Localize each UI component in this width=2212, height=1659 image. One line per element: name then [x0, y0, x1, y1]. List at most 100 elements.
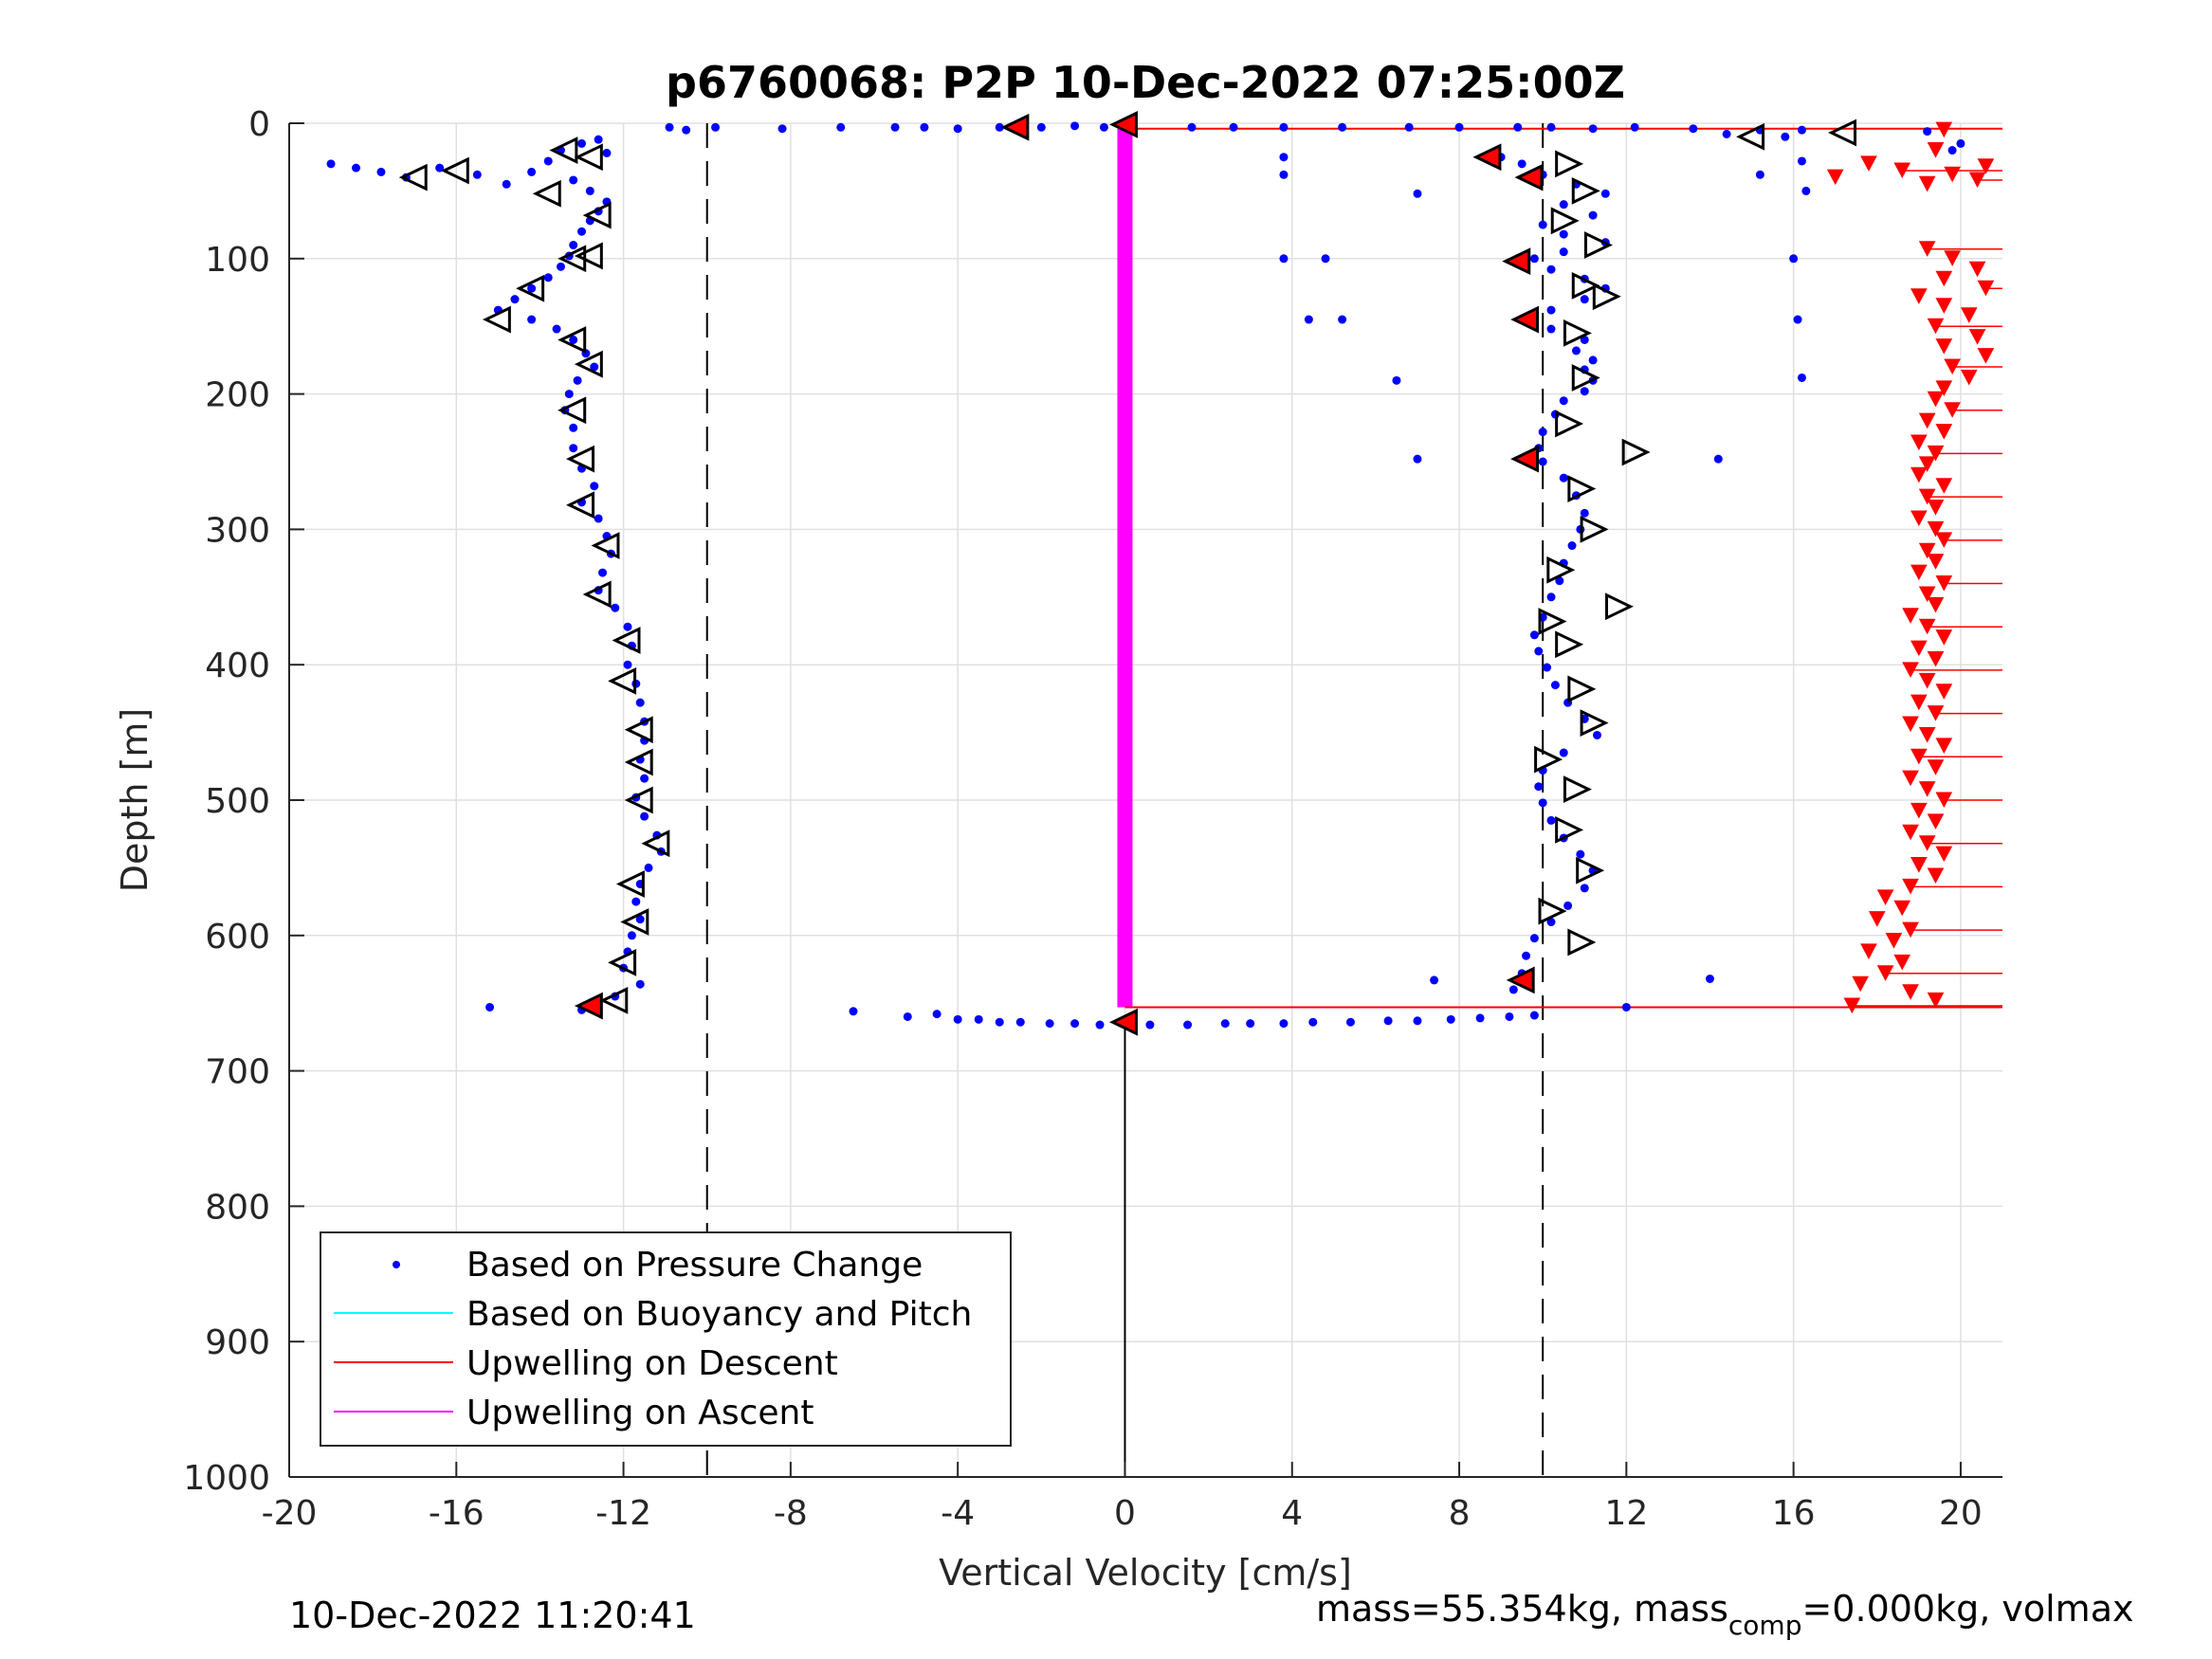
- open-right-triangle-marker: [1538, 897, 1567, 925]
- pressure-change-point: [435, 163, 445, 173]
- upwelling-descent-triangle: [1902, 878, 1919, 895]
- filled-red-triangle-marker: [1108, 111, 1138, 138]
- open-right-triangle-marker: [1580, 709, 1609, 737]
- pressure-change-point: [920, 122, 929, 132]
- upwelling-descent-triangle: [1876, 889, 1894, 905]
- legend: Based on Pressure Change Based on Buoyan…: [320, 1231, 1012, 1447]
- upwelling-descent-triangle: [1960, 307, 1978, 323]
- open-left-triangle-marker: [558, 326, 587, 354]
- upwelling-descent-triangle: [1918, 412, 1936, 429]
- open-left-triangle-marker: [582, 201, 612, 229]
- pressure-change-point: [1567, 541, 1577, 551]
- x-tick-label: 20: [1939, 1494, 1983, 1533]
- pressure-change-point: [1797, 125, 1806, 135]
- upwelling-descent-triangle: [1935, 575, 1953, 592]
- upwelling-descent-triangle: [1927, 142, 1945, 158]
- y-tick-label: 1000: [183, 1459, 270, 1498]
- upwelling-descent-triangle: [1918, 241, 1936, 257]
- pressure-change-point: [1801, 186, 1811, 195]
- upwelling-descent-triangle: [1876, 965, 1894, 981]
- pressure-change-point: [1580, 508, 1589, 518]
- pressure-change-point: [1529, 630, 1539, 640]
- filled-red-triangle-marker: [1514, 163, 1544, 191]
- pressure-change-point: [1538, 798, 1547, 808]
- legend-label-descent: Upwelling on Descent: [466, 1344, 838, 1383]
- open-right-triangle-marker: [1555, 150, 1584, 178]
- upwelling-descent-triangle: [1927, 650, 1945, 667]
- pressure-change-point: [598, 568, 608, 577]
- pressure-change-point: [995, 1017, 1004, 1027]
- x-tick-label: 16: [1772, 1494, 1816, 1533]
- pressure-change-point: [543, 156, 553, 166]
- open-right-triangle-marker: [1571, 271, 1600, 300]
- upwelling-descent-triangle: [1935, 478, 1953, 494]
- x-tick-label: -20: [262, 1494, 318, 1533]
- upwelling-descent-triangle: [1910, 802, 1928, 819]
- pressure-change-point: [1529, 934, 1539, 943]
- pressure-change-point: [569, 335, 578, 344]
- y-tick-label: 800: [205, 1188, 270, 1227]
- pressure-change-point: [665, 122, 674, 132]
- open-left-triangle-marker: [582, 580, 612, 609]
- open-right-triangle-marker: [1563, 775, 1592, 803]
- open-left-triangle-marker: [599, 986, 629, 1014]
- footer-timestamp: 10-Dec-2022 11:20:41: [289, 1595, 696, 1636]
- open-left-triangle-marker: [612, 627, 641, 654]
- pressure-change-point: [1550, 681, 1560, 690]
- upwelling-descent-triangle: [1935, 532, 1953, 548]
- pressure-change-point: [527, 167, 537, 176]
- upwelling-descent-triangle: [1910, 640, 1928, 657]
- open-left-triangle-marker: [1736, 122, 1765, 151]
- upwelling-descent-triangle: [1944, 358, 1961, 375]
- pressure-change-point: [1580, 295, 1589, 304]
- upwelling-descent-triangle: [1893, 954, 1911, 971]
- open-right-triangle-marker: [1538, 608, 1567, 635]
- upwelling-descent-triangle: [1918, 726, 1936, 743]
- upwelling-descent-triangle: [1826, 169, 1844, 186]
- upwelling-descent-triangle: [1843, 997, 1861, 1014]
- upwelling-descent-triangle: [1918, 618, 1936, 635]
- pressure-change-point: [1454, 122, 1464, 132]
- pressure-change-point: [602, 148, 612, 157]
- upwelling-descent-triangle: [1935, 338, 1953, 355]
- open-left-triangle-marker: [615, 870, 645, 898]
- pressure-change-point: [502, 179, 511, 189]
- pressure-change-point: [527, 283, 537, 293]
- upwelling-descent-triangle: [1910, 434, 1928, 451]
- open-right-triangle-marker: [1550, 207, 1580, 235]
- pressure-change-point: [1279, 254, 1289, 264]
- pressure-change-point: [510, 295, 520, 304]
- pressure-change-point: [569, 444, 578, 453]
- pressure-change-point: [1430, 975, 1439, 985]
- upwelling-descent-triangle: [1944, 250, 1961, 266]
- open-left-triangle-marker: [440, 156, 469, 185]
- pressure-change-point: [1517, 159, 1526, 169]
- open-right-triangle-marker: [1592, 283, 1621, 311]
- open-right-triangle-marker: [1576, 856, 1605, 884]
- open-right-triangle-marker: [1555, 630, 1584, 659]
- pressure-change-point: [611, 603, 620, 612]
- reference-lines: [705, 123, 1545, 1477]
- pressure-change-point: [1015, 1017, 1025, 1027]
- pressure-change-point: [590, 482, 599, 491]
- x-tick-label: -4: [941, 1494, 975, 1533]
- upwelling-descent-triangle: [1902, 984, 1919, 1000]
- pressure-change-point: [1755, 170, 1764, 179]
- pressure-change-point: [631, 897, 641, 906]
- pressure-change-point: [711, 122, 721, 132]
- open-right-triangle-marker: [1546, 556, 1576, 584]
- pressure-change-point: [552, 324, 561, 334]
- upwelling-descent-triangle: [1927, 705, 1945, 721]
- pressure-change-point: [1588, 210, 1598, 220]
- pressure-change-point: [1446, 1014, 1455, 1024]
- pressure-change-point: [682, 125, 691, 135]
- upwelling-descent-triangle: [1927, 813, 1945, 830]
- pressure-change-point: [1559, 473, 1568, 483]
- pressure-change-point: [1187, 122, 1197, 132]
- pressure-change-point: [1571, 346, 1581, 356]
- pressure-change-point: [1543, 663, 1552, 672]
- pressure-change-point: [1559, 748, 1568, 757]
- pressure-change-point: [1621, 1002, 1631, 1012]
- legend-label-pressure: Based on Pressure Change: [466, 1246, 923, 1285]
- pressure-change-point: [1781, 132, 1790, 141]
